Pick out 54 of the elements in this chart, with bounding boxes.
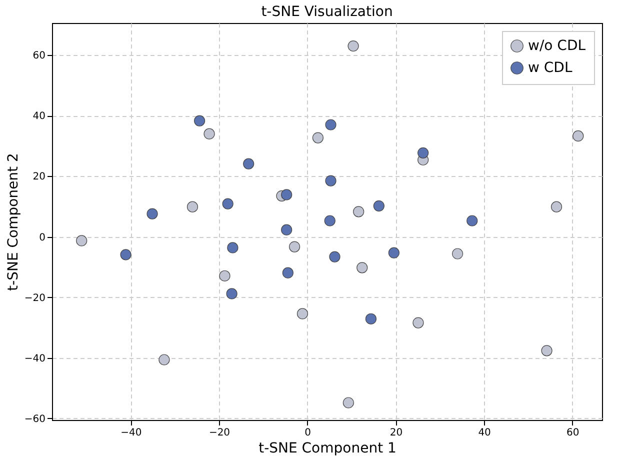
- y-axis-title: t-SNE Component 2: [5, 153, 22, 291]
- point: [541, 345, 552, 356]
- point: [227, 242, 238, 254]
- point: [158, 354, 170, 366]
- y-tick-label: −20: [24, 292, 46, 304]
- point: [219, 270, 230, 282]
- y-tick-label: 60: [32, 50, 46, 62]
- x-tick-label: 60: [566, 428, 580, 438]
- point: [186, 201, 198, 212]
- point: [373, 200, 384, 212]
- point: [296, 308, 308, 320]
- point: [550, 201, 562, 212]
- point: [312, 132, 324, 144]
- point: [353, 206, 364, 218]
- point: [388, 247, 400, 258]
- point: [356, 262, 368, 274]
- point: [281, 224, 292, 236]
- point: [466, 215, 478, 226]
- point: [329, 251, 340, 262]
- point: [572, 130, 584, 142]
- point: [348, 40, 359, 52]
- point: [324, 215, 336, 226]
- x-axis-title: t-SNE Component 1: [258, 440, 396, 456]
- point: [120, 249, 132, 260]
- x-tick-label: 0: [304, 428, 312, 438]
- y-tick-label: 20: [32, 172, 46, 183]
- point: [412, 317, 424, 328]
- point: [243, 158, 254, 170]
- point: [418, 147, 429, 158]
- x-tick-label: 20: [390, 428, 403, 438]
- point: [76, 235, 88, 246]
- x-tick-label: −20: [208, 428, 230, 438]
- point: [281, 189, 292, 200]
- point: [146, 208, 158, 220]
- point: [288, 241, 300, 252]
- x-tick-label: −40: [120, 428, 142, 438]
- legend-label: w/o CDL: [528, 38, 586, 54]
- legend-label: w CDL: [528, 60, 572, 76]
- point: [194, 115, 206, 126]
- point: [226, 288, 238, 300]
- point: [365, 313, 376, 324]
- y-tick-label: 40: [32, 111, 46, 122]
- chart-title: t-SNE Visualization: [261, 4, 393, 20]
- point: [325, 119, 336, 130]
- y-tick-label: 0: [39, 232, 46, 244]
- point: [282, 267, 294, 278]
- point: [222, 198, 234, 210]
- x-tick-label: 40: [478, 428, 491, 438]
- point: [452, 248, 464, 260]
- point: [204, 128, 215, 140]
- y-tick-label: −60: [24, 414, 46, 425]
- point: [325, 175, 336, 186]
- point: [342, 397, 354, 408]
- y-tick-label: −40: [24, 353, 46, 364]
